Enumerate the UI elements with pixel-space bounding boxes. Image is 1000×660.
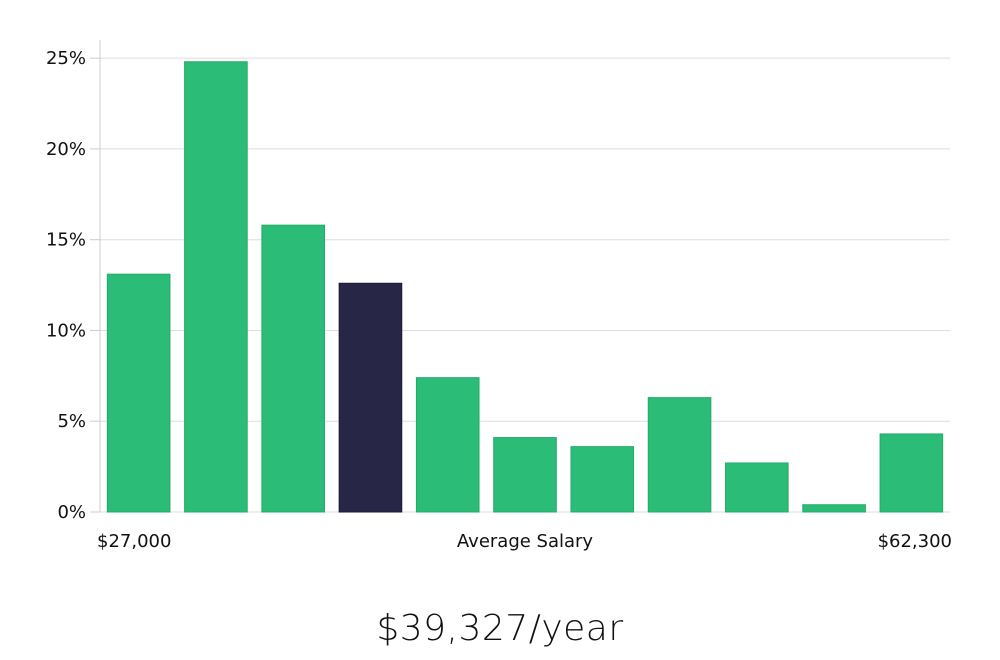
y-tick-label: 10% xyxy=(46,320,86,341)
y-tick-label: 0% xyxy=(57,502,86,523)
bar xyxy=(415,377,480,513)
y-tick-label: 15% xyxy=(46,230,86,251)
bar xyxy=(647,397,712,513)
y-tick-label: 5% xyxy=(57,411,86,432)
bar xyxy=(879,433,944,513)
bar xyxy=(261,224,325,513)
x-axis-label: Average Salary xyxy=(457,531,594,552)
y-tick-label: 25% xyxy=(46,48,86,69)
bar xyxy=(493,437,557,513)
bar xyxy=(570,446,635,513)
x-max-label: $62,300 xyxy=(878,531,952,552)
bar xyxy=(802,504,866,513)
y-axis-ticks: 0% 5% 10% 15% 20% 25% xyxy=(46,48,100,523)
x-min-label: $27,000 xyxy=(97,531,171,552)
bars xyxy=(106,61,944,513)
bar-highlight xyxy=(338,282,403,513)
y-tick-label: 20% xyxy=(46,139,86,160)
bar xyxy=(184,61,248,513)
bar xyxy=(106,273,171,513)
average-salary-value: $39,327/year xyxy=(376,608,624,649)
bar xyxy=(725,462,789,513)
